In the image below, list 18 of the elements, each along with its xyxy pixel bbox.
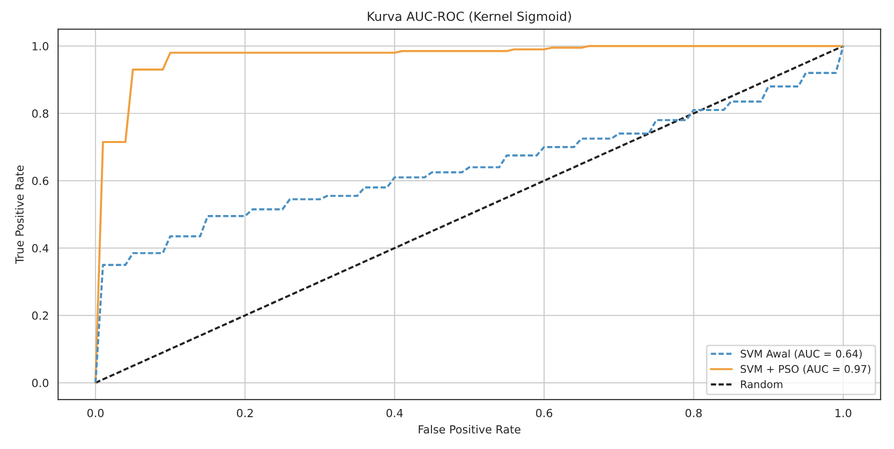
x-tick-label: 0.4: [386, 408, 403, 418]
y-tick-label: 0.8: [32, 109, 48, 118]
x-tick-label: 0.0: [87, 408, 104, 418]
x-tick-label: 0.8: [686, 408, 702, 418]
legend-label: SVM + PSO (AUC = 0.97): [740, 364, 870, 374]
chart-title: Kurva AUC-ROC (Kernel Sigmoid): [368, 11, 571, 24]
legend-label: Random: [741, 380, 782, 388]
y-axis-title: True Positive Rate: [15, 166, 24, 264]
x-tick-label: 1.0: [836, 408, 852, 418]
y-tick-label: 0.6: [32, 176, 48, 186]
legend-label: SVM Awal (AUC = 0.64): [740, 350, 862, 359]
y-tick-label: 1.0: [32, 42, 48, 50]
y-tick-label: 0.4: [32, 244, 48, 252]
x-tick-label: 0.6: [536, 408, 552, 418]
y-tick-label: 0.0: [32, 378, 48, 388]
y-tick-label: 0.2: [32, 311, 48, 320]
x-axis-title: False Positive Rate: [418, 424, 520, 434]
x-tick-label: 0.2: [236, 408, 253, 418]
